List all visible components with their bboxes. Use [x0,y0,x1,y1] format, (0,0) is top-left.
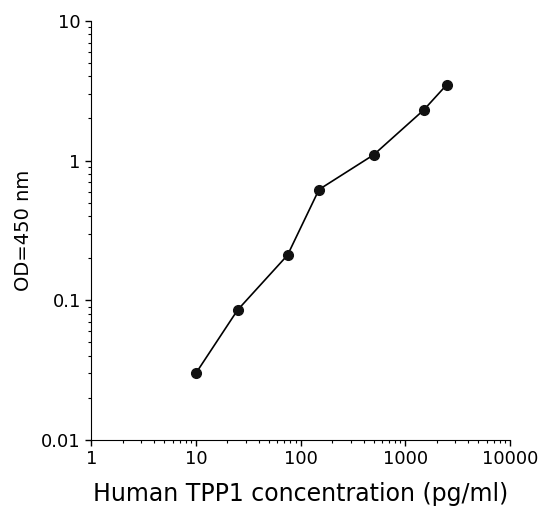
Y-axis label: OD=450 nm: OD=450 nm [14,170,33,291]
X-axis label: Human TPP1 concentration (pg/ml): Human TPP1 concentration (pg/ml) [93,482,508,506]
